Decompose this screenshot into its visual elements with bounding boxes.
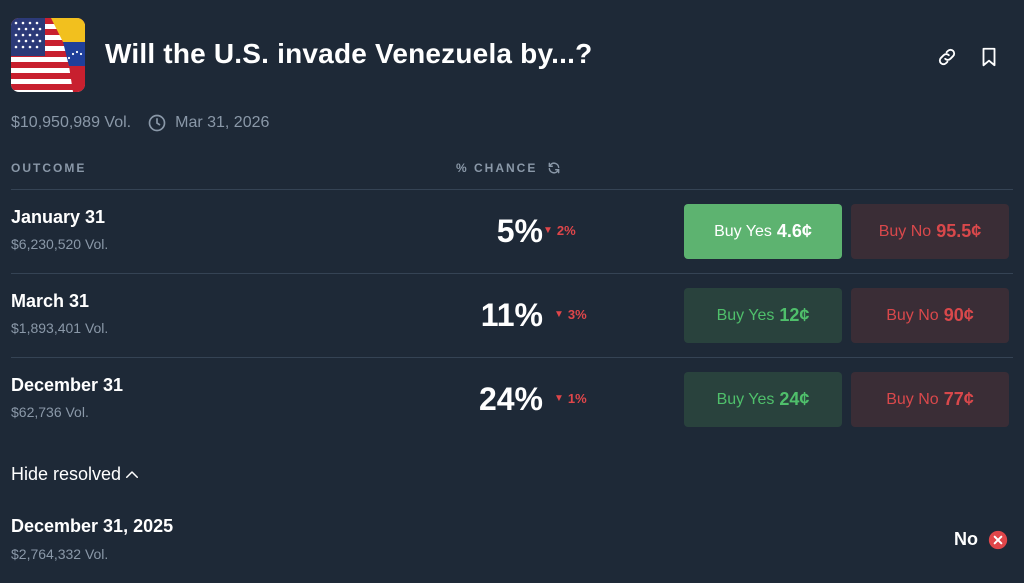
buy-yes-button[interactable]: Buy Yes 4.6¢ (684, 204, 842, 259)
outcome-row[interactable]: March 31 $1,893,401 Vol. 11% ▼ 3% Buy Yes… (11, 273, 1013, 357)
down-triangle-icon: ▼ (554, 393, 564, 404)
outcome-chance: 11% (480, 297, 543, 333)
buy-yes-price: 12¢ (779, 305, 810, 325)
chance-delta-value: 3% (567, 307, 587, 322)
buy-no-label: Buy No (886, 390, 939, 408)
outcome-row[interactable]: January 31 $6,230,520 Vol. 5% ▼ 2% Buy Ye… (11, 189, 1013, 273)
buy-no-label: Buy No (878, 222, 932, 240)
outcome-name: March 31 (11, 291, 90, 311)
buy-no-price: 90¢ (943, 305, 974, 325)
buy-no-button[interactable]: Buy No 90¢ (851, 288, 1009, 343)
us-venezuela-flag-icon (11, 18, 85, 92)
chance-column-header: % CHANCE (456, 161, 561, 175)
outcome-volume: $62,736 Vol. (11, 404, 89, 420)
divider (11, 357, 1013, 358)
market-meta: $10,950,989 Vol. Mar 31, 2026 (11, 113, 269, 133)
outcome-chance: 5% (496, 213, 543, 249)
chance-delta-value: 1% (567, 391, 587, 406)
chevron-up-icon (126, 470, 139, 478)
divider (11, 189, 1013, 190)
hide-resolved-label: Hide resolved (11, 464, 122, 484)
chance-column-label: % CHANCE (456, 161, 538, 175)
down-triangle-icon: ▼ (554, 309, 564, 320)
buy-yes-label: Buy Yes (716, 390, 775, 408)
buy-no-label: Buy No (886, 306, 939, 324)
buy-no-button[interactable]: Buy No 77¢ (851, 372, 1009, 427)
buy-no-button[interactable]: Buy No 95.5¢ (851, 204, 1009, 259)
buy-no-price: 95.5¢ (936, 221, 982, 241)
buy-yes-price: 4.6¢ (776, 221, 812, 241)
buy-yes-button[interactable]: Buy Yes 12¢ (684, 288, 842, 343)
outcome-row[interactable]: December 31 $62,736 Vol. 24% ▼ 1% Buy Yes… (11, 357, 1013, 441)
market-header: Will the U.S. invade Venezuela by...? (11, 18, 1013, 92)
chance-delta: ▼ 2% (543, 223, 576, 238)
resolved-result: No (954, 529, 1008, 550)
bookmark-icon[interactable] (978, 46, 1000, 68)
link-icon[interactable] (936, 46, 958, 68)
buy-no-price: 77¢ (943, 389, 974, 409)
chance-delta: ▼ 1% (554, 391, 587, 406)
outcome-column-header: OUTCOME (11, 161, 86, 175)
chance-delta-value: 2% (556, 223, 576, 238)
buy-yes-price: 24¢ (779, 389, 810, 409)
x-circle-icon (988, 530, 1008, 550)
refresh-icon[interactable] (547, 161, 561, 175)
outcome-name: January 31 (11, 207, 106, 227)
hide-resolved-toggle[interactable]: Hide resolved (11, 464, 141, 485)
resolved-outcome-volume: $2,764,332 Vol. (11, 546, 109, 562)
buy-yes-label: Buy Yes (714, 222, 772, 240)
buy-yes-button[interactable]: Buy Yes 24¢ (684, 372, 842, 427)
market-volume: $10,950,989 Vol. (11, 114, 132, 131)
resolved-result-label: No (954, 529, 978, 549)
chance-delta: ▼ 3% (554, 307, 587, 322)
market-title: Will the U.S. invade Venezuela by...? (105, 38, 593, 69)
outcome-chance: 24% (478, 381, 543, 417)
clock-icon (147, 113, 167, 133)
market-end-date: Mar 31, 2026 (175, 114, 270, 131)
outcome-name: December 31 (11, 375, 124, 395)
buy-yes-label: Buy Yes (716, 306, 775, 324)
outcome-volume: $1,893,401 Vol. (11, 320, 109, 336)
outcome-column-label: OUTCOME (11, 161, 87, 175)
resolved-outcome-name: December 31, 2025 (11, 516, 174, 536)
outcome-volume: $6,230,520 Vol. (11, 236, 109, 252)
down-triangle-icon: ▼ (543, 225, 553, 236)
divider (11, 273, 1013, 274)
